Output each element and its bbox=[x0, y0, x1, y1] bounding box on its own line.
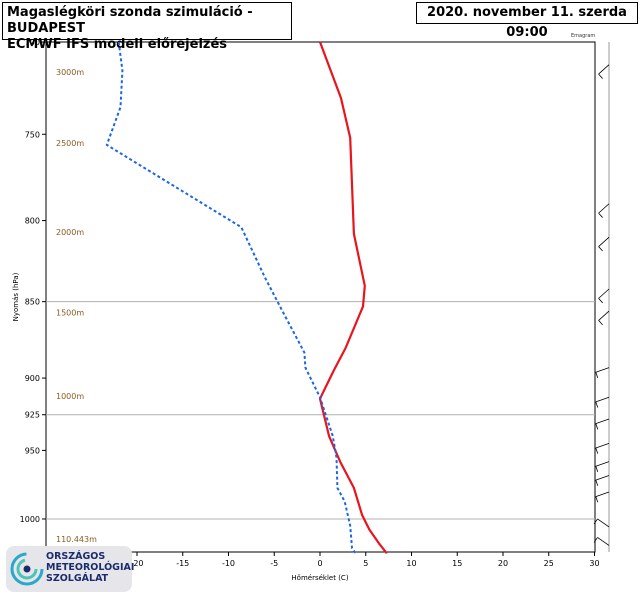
y-axis-label: Nyomás (hPa) bbox=[12, 272, 20, 321]
x-tick-label: -20 bbox=[130, 559, 143, 568]
wind-barb bbox=[598, 236, 610, 252]
wind-barbs bbox=[593, 64, 610, 546]
y-axis: 700 750 800 850 900 925 950 1000 bbox=[20, 38, 46, 524]
wind-barb bbox=[595, 491, 610, 503]
wind-barb bbox=[598, 310, 610, 326]
x-tick-label: 5 bbox=[363, 559, 368, 568]
x-axis: -20 -15 -10 -5 0 5 10 15 20 25 30 bbox=[130, 552, 600, 568]
y-tick-label: 900 bbox=[25, 374, 40, 383]
y-tick-label: 950 bbox=[25, 446, 40, 455]
height-label: 1000m bbox=[56, 392, 84, 401]
wind-barb bbox=[595, 442, 610, 454]
wind-barb bbox=[598, 203, 610, 218]
wind-barb bbox=[595, 418, 610, 430]
height-label: 3000m bbox=[56, 68, 84, 77]
grid-lines bbox=[46, 301, 595, 520]
dewpoint-line bbox=[105, 41, 358, 556]
logo-swirl-icon bbox=[10, 552, 44, 586]
x-tick-label: 15 bbox=[452, 559, 462, 568]
chart-title: Magaslégköri szonda szimuláció - BUDAPES… bbox=[7, 5, 253, 36]
wind-barb bbox=[593, 518, 610, 528]
wind-barb bbox=[595, 367, 610, 379]
y-tick-label: 700 bbox=[25, 38, 40, 47]
wind-barb bbox=[593, 537, 610, 546]
y-tick-label: 800 bbox=[25, 217, 40, 226]
wind-barb bbox=[595, 461, 610, 473]
omsz-logo: ORSZÁGOS METEOROLÓGIAI SZOLGÁLAT bbox=[6, 546, 134, 592]
x-tick-label: -15 bbox=[176, 559, 189, 568]
x-tick-label: 30 bbox=[589, 559, 599, 568]
wind-barb bbox=[595, 396, 610, 408]
y-tick-label: 1000 bbox=[20, 515, 40, 524]
logo-text: ORSZÁGOS METEOROLÓGIAI SZOLGÁLAT bbox=[46, 551, 134, 584]
height-label: 2500m bbox=[56, 139, 84, 148]
temperature-line bbox=[318, 41, 388, 554]
x-axis-label: Hőmérséklet (C) bbox=[291, 573, 348, 582]
x-tick-label: 20 bbox=[498, 559, 508, 568]
plot-frame bbox=[45, 41, 596, 553]
wind-barb bbox=[595, 475, 610, 486]
logo-line-3: SZOLGÁLAT bbox=[46, 573, 109, 584]
diagram-type-label: Emagram bbox=[571, 33, 596, 39]
wind-barb bbox=[598, 288, 610, 304]
x-tick-label: 25 bbox=[544, 559, 554, 568]
chart-title-box: Magaslégköri szonda szimuláció - BUDAPES… bbox=[2, 2, 292, 52]
y-tick-label: 850 bbox=[25, 298, 40, 307]
x-tick-label: 0 bbox=[317, 559, 322, 568]
logo-line-1: ORSZÁGOS bbox=[46, 551, 106, 562]
wind-barb bbox=[598, 64, 610, 79]
height-label: 2000m bbox=[56, 228, 84, 237]
height-label: 110.443m bbox=[56, 535, 97, 544]
y-tick-label: 925 bbox=[25, 411, 40, 420]
series-lines bbox=[105, 41, 388, 556]
height-labels: 3000m 2500m 2000m 1500m 1000m 110.443m bbox=[56, 68, 97, 544]
x-tick-label: -10 bbox=[222, 559, 235, 568]
chart-subtitle: ECMWF IFS modell előrejelzés bbox=[7, 37, 228, 52]
x-tick-label: -5 bbox=[270, 559, 278, 568]
logo-line-2: METEOROLÓGIAI bbox=[46, 562, 135, 573]
forecast-date: 2020. november 11. szerda 09:00 bbox=[416, 2, 638, 40]
height-label: 1500m bbox=[56, 309, 84, 318]
x-tick-label: 10 bbox=[406, 559, 416, 568]
y-tick-label: 750 bbox=[25, 130, 40, 139]
